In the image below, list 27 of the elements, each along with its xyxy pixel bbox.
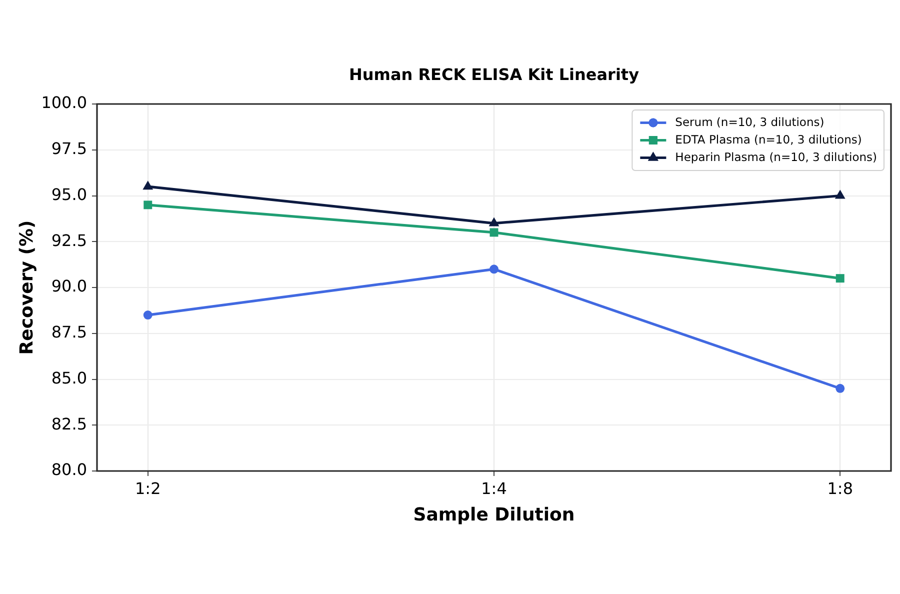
y-tick-label: 80.0 bbox=[51, 460, 87, 480]
y-tick-label: 90.0 bbox=[51, 276, 87, 296]
y-tick-label: 92.5 bbox=[51, 230, 87, 250]
point bbox=[834, 190, 846, 199]
y-tick-label: 100.0 bbox=[41, 93, 87, 112]
legend-label: EDTA Plasma (n=10, 3 dilutions) bbox=[675, 132, 862, 147]
point bbox=[488, 217, 500, 226]
y-tick-label: 85.0 bbox=[51, 368, 87, 388]
point bbox=[143, 310, 152, 320]
x-tick-label: 1:4 bbox=[481, 478, 507, 498]
y-tick-label: 87.5 bbox=[51, 322, 87, 342]
legend-label: Serum (n=10, 3 dilutions) bbox=[675, 115, 824, 130]
y-tick-label: 82.5 bbox=[51, 414, 87, 434]
point bbox=[490, 228, 498, 237]
chart-title: Human RECK ELISA Kit Linearity bbox=[349, 65, 640, 84]
y-tick-label: 95.0 bbox=[51, 184, 87, 204]
point bbox=[142, 180, 154, 190]
x-tick-label: 1:8 bbox=[827, 478, 853, 498]
point bbox=[836, 274, 844, 283]
x-tick-label: 1:2 bbox=[135, 478, 161, 498]
point bbox=[144, 200, 152, 210]
x-axis-title: Sample Dilution bbox=[413, 504, 575, 526]
point bbox=[490, 264, 498, 274]
legend-label: Heparin Plasma (n=10, 3 dilutions) bbox=[675, 150, 878, 164]
y-tick-label: 97.5 bbox=[51, 139, 87, 158]
y-axis-title: Recovery (%) bbox=[16, 220, 38, 355]
point bbox=[836, 384, 845, 393]
